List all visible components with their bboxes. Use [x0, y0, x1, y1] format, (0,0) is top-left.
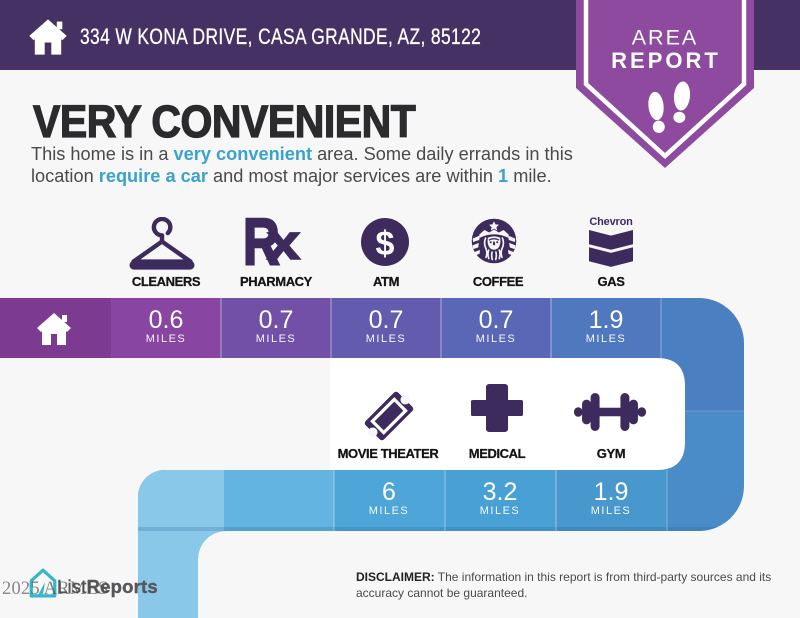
svg-text:$: $ — [376, 225, 395, 263]
svg-text:AREA: AREA — [632, 26, 699, 50]
svg-text:REPORT: REPORT — [611, 48, 721, 73]
